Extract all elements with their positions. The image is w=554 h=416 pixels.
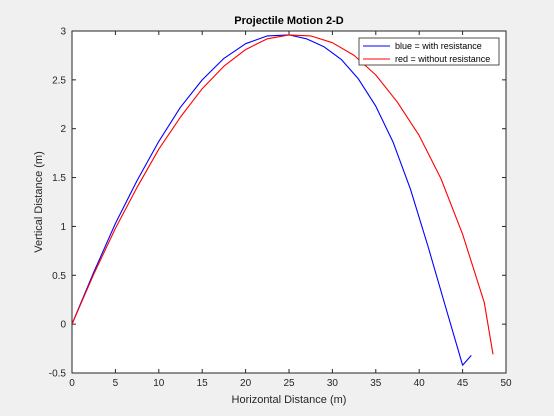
legend-box xyxy=(358,37,500,66)
chart-title: Projectile Motion 2-D xyxy=(234,15,343,27)
plot-area xyxy=(71,30,507,374)
series-lines xyxy=(71,34,494,366)
x-tick-label: 30 xyxy=(327,378,339,389)
x-axis-label: Horizontal Distance (m) xyxy=(232,394,347,406)
y-tick-label: 1 xyxy=(60,222,66,233)
x-tick-label: 25 xyxy=(283,378,295,389)
x-tick-label: 5 xyxy=(113,378,119,389)
y-tick-label: 1.5 xyxy=(52,173,66,184)
y-tick-label: 3 xyxy=(60,27,66,38)
legend-label-red: red = without resistance xyxy=(395,54,490,64)
y-tick-label: 2.5 xyxy=(52,75,66,86)
y-tick-label: -0.5 xyxy=(49,369,67,380)
x-tick-label: 35 xyxy=(370,378,382,389)
y-tick-label: 0 xyxy=(60,320,66,331)
x-tick-label: 45 xyxy=(457,378,469,389)
x-tick-label: 0 xyxy=(69,378,75,389)
series-line-with-resistance xyxy=(71,34,472,366)
axis-ticks: 0 5 10 15 20 25 30 35 40 45 50-0.500.511.522.53 xyxy=(49,27,512,390)
y-tick-label: 2 xyxy=(60,124,66,135)
y-axis-label: Vertical Distance (m) xyxy=(33,151,45,252)
legend-label-blue: blue = with resistance xyxy=(395,41,482,51)
x-tick-label: 40 xyxy=(414,378,426,389)
legend: blue = with resistance red = without res… xyxy=(358,37,500,66)
series-line-without-resistance xyxy=(71,34,494,355)
x-tick-label: 10 xyxy=(153,378,165,389)
x-tick-label: 50 xyxy=(500,378,512,389)
x-tick-label: 15 xyxy=(197,378,209,389)
y-tick-label: 0.5 xyxy=(52,271,66,282)
x-tick-label: 20 xyxy=(240,378,252,389)
